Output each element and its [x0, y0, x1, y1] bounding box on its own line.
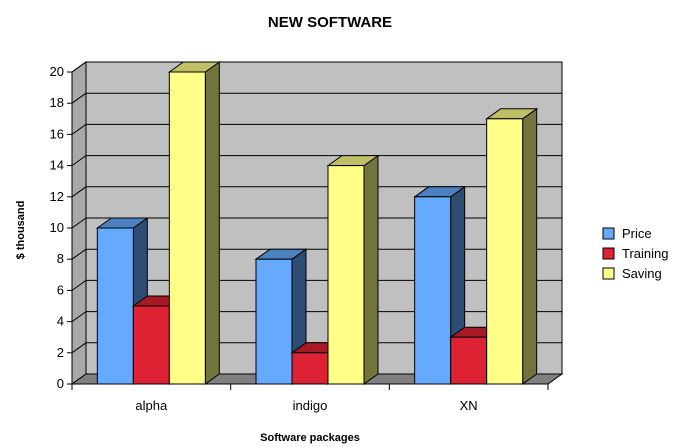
gridline-side [71, 342, 87, 354]
bar-side-saving [204, 61, 220, 385]
gridline-side [71, 279, 87, 291]
gridline-side [71, 186, 87, 198]
bar-price-alpha [96, 227, 134, 385]
legend-swatch-saving [602, 267, 615, 280]
x-tick-label: indigo [293, 398, 328, 413]
gridline-side [71, 311, 87, 323]
y-tick-label: 16 [50, 126, 64, 141]
x-tick-label: XN [460, 398, 478, 413]
y-tick-label: 6 [57, 282, 64, 297]
legend-label-price: Price [622, 226, 652, 241]
gridline-side [71, 155, 87, 167]
y-tick-label: 12 [50, 189, 64, 204]
y-tick-label: 10 [50, 220, 64, 235]
gridline-side [71, 92, 87, 104]
y-tick-label: 8 [57, 251, 64, 266]
plot-area: 0 2 4 6 8 10 12 14 16 18 20 alpha indigo XN [50, 61, 564, 413]
bar-price-indigo [255, 258, 293, 385]
gridline-side [71, 248, 87, 260]
y-tick-label: 20 [50, 64, 64, 79]
bar-side-saving [363, 154, 379, 385]
legend-swatch-training [602, 247, 615, 260]
bar-saving-alpha [168, 71, 206, 385]
y-tick-label: 2 [57, 345, 64, 360]
legend-label-saving: Saving [622, 266, 662, 281]
bar-saving-indigo [327, 165, 365, 385]
gridline-side [71, 123, 87, 135]
legend: Price Training Saving [602, 226, 668, 281]
y-tick-label: 14 [50, 158, 64, 173]
bar-training-alpha [132, 305, 170, 385]
bar-price-xn [414, 196, 452, 385]
bar-training-indigo [291, 352, 329, 385]
gridline-side [71, 61, 87, 73]
y-tick-label: 4 [57, 314, 64, 329]
chart-title: NEW SOFTWARE [268, 14, 392, 31]
y-tick-label: 18 [50, 95, 64, 110]
x-tick-label: alpha [135, 398, 168, 413]
y-tick-label: 0 [57, 376, 64, 391]
legend-swatch-price [602, 227, 615, 240]
bar-saving-xn [486, 118, 524, 385]
legend-label-training: Training [622, 246, 668, 261]
bar-training-xn [450, 336, 488, 385]
bar-side-saving [522, 107, 538, 385]
x-axis-label: Software packages [260, 432, 360, 444]
gridline-side [71, 217, 87, 229]
y-axis-label: $ thousand [15, 201, 27, 260]
